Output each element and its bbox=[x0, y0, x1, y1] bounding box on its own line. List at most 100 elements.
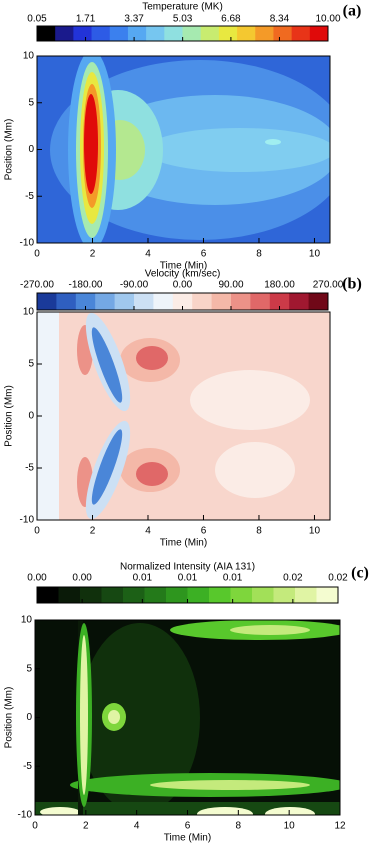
colorbar-tick-label: 0.02 bbox=[283, 573, 303, 584]
colorbar-segment bbox=[58, 587, 81, 603]
colorbar-segment bbox=[289, 293, 309, 310]
colorbar-segment bbox=[237, 26, 256, 41]
colorbar-segment bbox=[308, 293, 329, 310]
colorbar-tick-label: 0.00 bbox=[27, 573, 47, 584]
colorbar-segment bbox=[75, 293, 96, 310]
colorbar-segment bbox=[91, 26, 111, 41]
colorbar-segment bbox=[230, 587, 253, 603]
x-tick-label: 4 bbox=[145, 526, 151, 537]
x-tick-label: 8 bbox=[236, 821, 242, 832]
panel-label: (a) bbox=[343, 3, 362, 20]
y-tick-label: 5 bbox=[28, 359, 34, 370]
y-axis-label: Position (Mm) bbox=[4, 687, 15, 749]
x-tick-label: 6 bbox=[201, 526, 207, 537]
colorbar-segment bbox=[95, 293, 115, 310]
colorbar-tick-label: -270.00 bbox=[20, 280, 54, 291]
colorbar-segment bbox=[269, 293, 290, 310]
y-tick-label: 5 bbox=[28, 97, 34, 108]
x-tick-label: 2 bbox=[90, 249, 96, 260]
x-tick-label: 6 bbox=[185, 821, 191, 832]
colorbar-tick-label: 6.68 bbox=[221, 14, 241, 25]
y-tick-label: -5 bbox=[23, 761, 32, 772]
colorbar-segment bbox=[56, 293, 77, 310]
colorbar-segment bbox=[252, 587, 274, 603]
colorbar-segment bbox=[37, 587, 59, 603]
colorbar-segment bbox=[316, 587, 339, 603]
colorbar-tick-label: 0.00 bbox=[173, 280, 193, 291]
colorbar-segment bbox=[200, 26, 220, 41]
colorbar-segment bbox=[146, 26, 165, 41]
colorbar-segment bbox=[164, 26, 183, 41]
colorbar-segment bbox=[291, 26, 311, 41]
colorbar-tick-label: -90.00 bbox=[120, 280, 149, 291]
colorbar-segment bbox=[273, 587, 296, 603]
colorbar-segment bbox=[255, 26, 274, 41]
x-tick-label: 8 bbox=[256, 526, 262, 537]
colorbar-tick-label: -180.00 bbox=[69, 280, 103, 291]
x-tick-label: 2 bbox=[83, 821, 89, 832]
colorbar-segment bbox=[144, 587, 167, 603]
colorbar-tick-label: 1.71 bbox=[76, 14, 96, 25]
y-tick-label: 10 bbox=[23, 307, 35, 318]
colorbar-segment bbox=[114, 293, 135, 310]
x-tick-label: 0 bbox=[34, 526, 40, 537]
y-tick-label: 0 bbox=[26, 712, 32, 723]
y-tick-label: -10 bbox=[20, 515, 35, 526]
x-tick-label: 10 bbox=[284, 821, 296, 832]
y-tick-label: 0 bbox=[28, 144, 34, 155]
colorbar-tick-label: 0.01 bbox=[133, 573, 153, 584]
panel-label: (c) bbox=[351, 565, 369, 582]
colorbar-segment bbox=[80, 587, 102, 603]
colorbar-tick-label: 0.02 bbox=[328, 573, 348, 584]
y-tick-label: 5 bbox=[26, 663, 32, 674]
y-tick-label: -10 bbox=[20, 238, 35, 249]
colorbar-tick-label: 0.05 bbox=[27, 14, 47, 25]
colorbar-segment bbox=[55, 26, 74, 41]
x-tick-label: 12 bbox=[334, 821, 346, 832]
colorbar-tick-label: 270.00 bbox=[313, 280, 344, 291]
colorbar-segment bbox=[172, 293, 193, 310]
colorbar-tick-label: 180.00 bbox=[264, 280, 295, 291]
y-tick-label: 10 bbox=[21, 615, 33, 626]
colorbar-segment bbox=[209, 587, 231, 603]
colorbar-segment bbox=[187, 587, 210, 603]
colorbar-segment bbox=[37, 293, 57, 310]
colorbar-title: Temperature (MK) bbox=[142, 2, 223, 13]
y-tick-label: -5 bbox=[25, 191, 34, 202]
colorbar-title: Normalized Intensity (AIA 131) bbox=[120, 562, 255, 573]
x-axis-label: Time (Min) bbox=[164, 833, 211, 844]
colorbar-segment bbox=[250, 293, 271, 310]
x-tick-label: 4 bbox=[145, 249, 151, 260]
y-tick-label: -10 bbox=[18, 810, 33, 821]
colorbar-segment bbox=[309, 26, 329, 41]
colorbar-tick-label: 3.37 bbox=[124, 14, 144, 25]
colorbar-segment bbox=[37, 26, 56, 41]
x-axis-label: Time (Min) bbox=[160, 538, 207, 549]
colorbar-tick-label: 0.01 bbox=[223, 573, 243, 584]
x-tick-label: 8 bbox=[256, 249, 262, 260]
colorbar-segment bbox=[218, 26, 238, 41]
colorbar-segment bbox=[211, 293, 232, 310]
x-tick-label: 2 bbox=[90, 526, 96, 537]
colorbar-title: Velocity (km/sec) bbox=[145, 269, 221, 280]
colorbar-tick-label: 90.00 bbox=[218, 280, 243, 291]
x-tick-label: 4 bbox=[134, 821, 140, 832]
y-tick-label: 10 bbox=[23, 51, 35, 62]
y-tick-label: -5 bbox=[25, 463, 34, 474]
colorbar-tick-label: 10.00 bbox=[315, 14, 340, 25]
colorbar-segment bbox=[231, 293, 251, 310]
colorbar-tick-label: 0.00 bbox=[72, 573, 92, 584]
y-axis-label: Position (Mm) bbox=[4, 119, 15, 181]
colorbar-segment bbox=[109, 26, 129, 41]
colorbar-tick-label: 8.34 bbox=[270, 14, 290, 25]
y-axis-label: Position (Mm) bbox=[4, 385, 15, 447]
colorbar-segment bbox=[182, 26, 202, 41]
colorbar-segment bbox=[192, 293, 212, 310]
x-tick-label: 0 bbox=[34, 249, 40, 260]
colorbar-segment bbox=[166, 587, 188, 603]
colorbar-segment bbox=[134, 293, 154, 310]
colorbar-segment bbox=[153, 293, 174, 310]
x-axis-label: Time (Min) bbox=[160, 261, 207, 272]
